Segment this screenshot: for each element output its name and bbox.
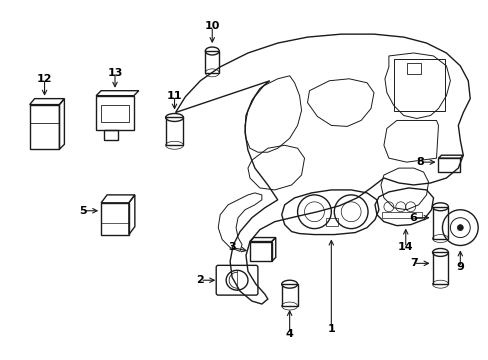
Text: 14: 14: [397, 243, 413, 252]
Text: 4: 4: [285, 329, 293, 339]
Text: 9: 9: [455, 262, 463, 272]
Text: 1: 1: [327, 324, 334, 334]
Text: 3: 3: [228, 243, 235, 252]
Text: 10: 10: [204, 21, 220, 31]
Text: 5: 5: [79, 206, 87, 216]
Text: 11: 11: [166, 91, 182, 101]
Text: 13: 13: [107, 68, 122, 78]
Text: 8: 8: [416, 157, 424, 167]
Text: 6: 6: [409, 213, 417, 223]
Text: 12: 12: [37, 74, 52, 84]
Circle shape: [456, 225, 462, 231]
Text: 7: 7: [409, 258, 417, 268]
Text: 2: 2: [196, 275, 204, 285]
